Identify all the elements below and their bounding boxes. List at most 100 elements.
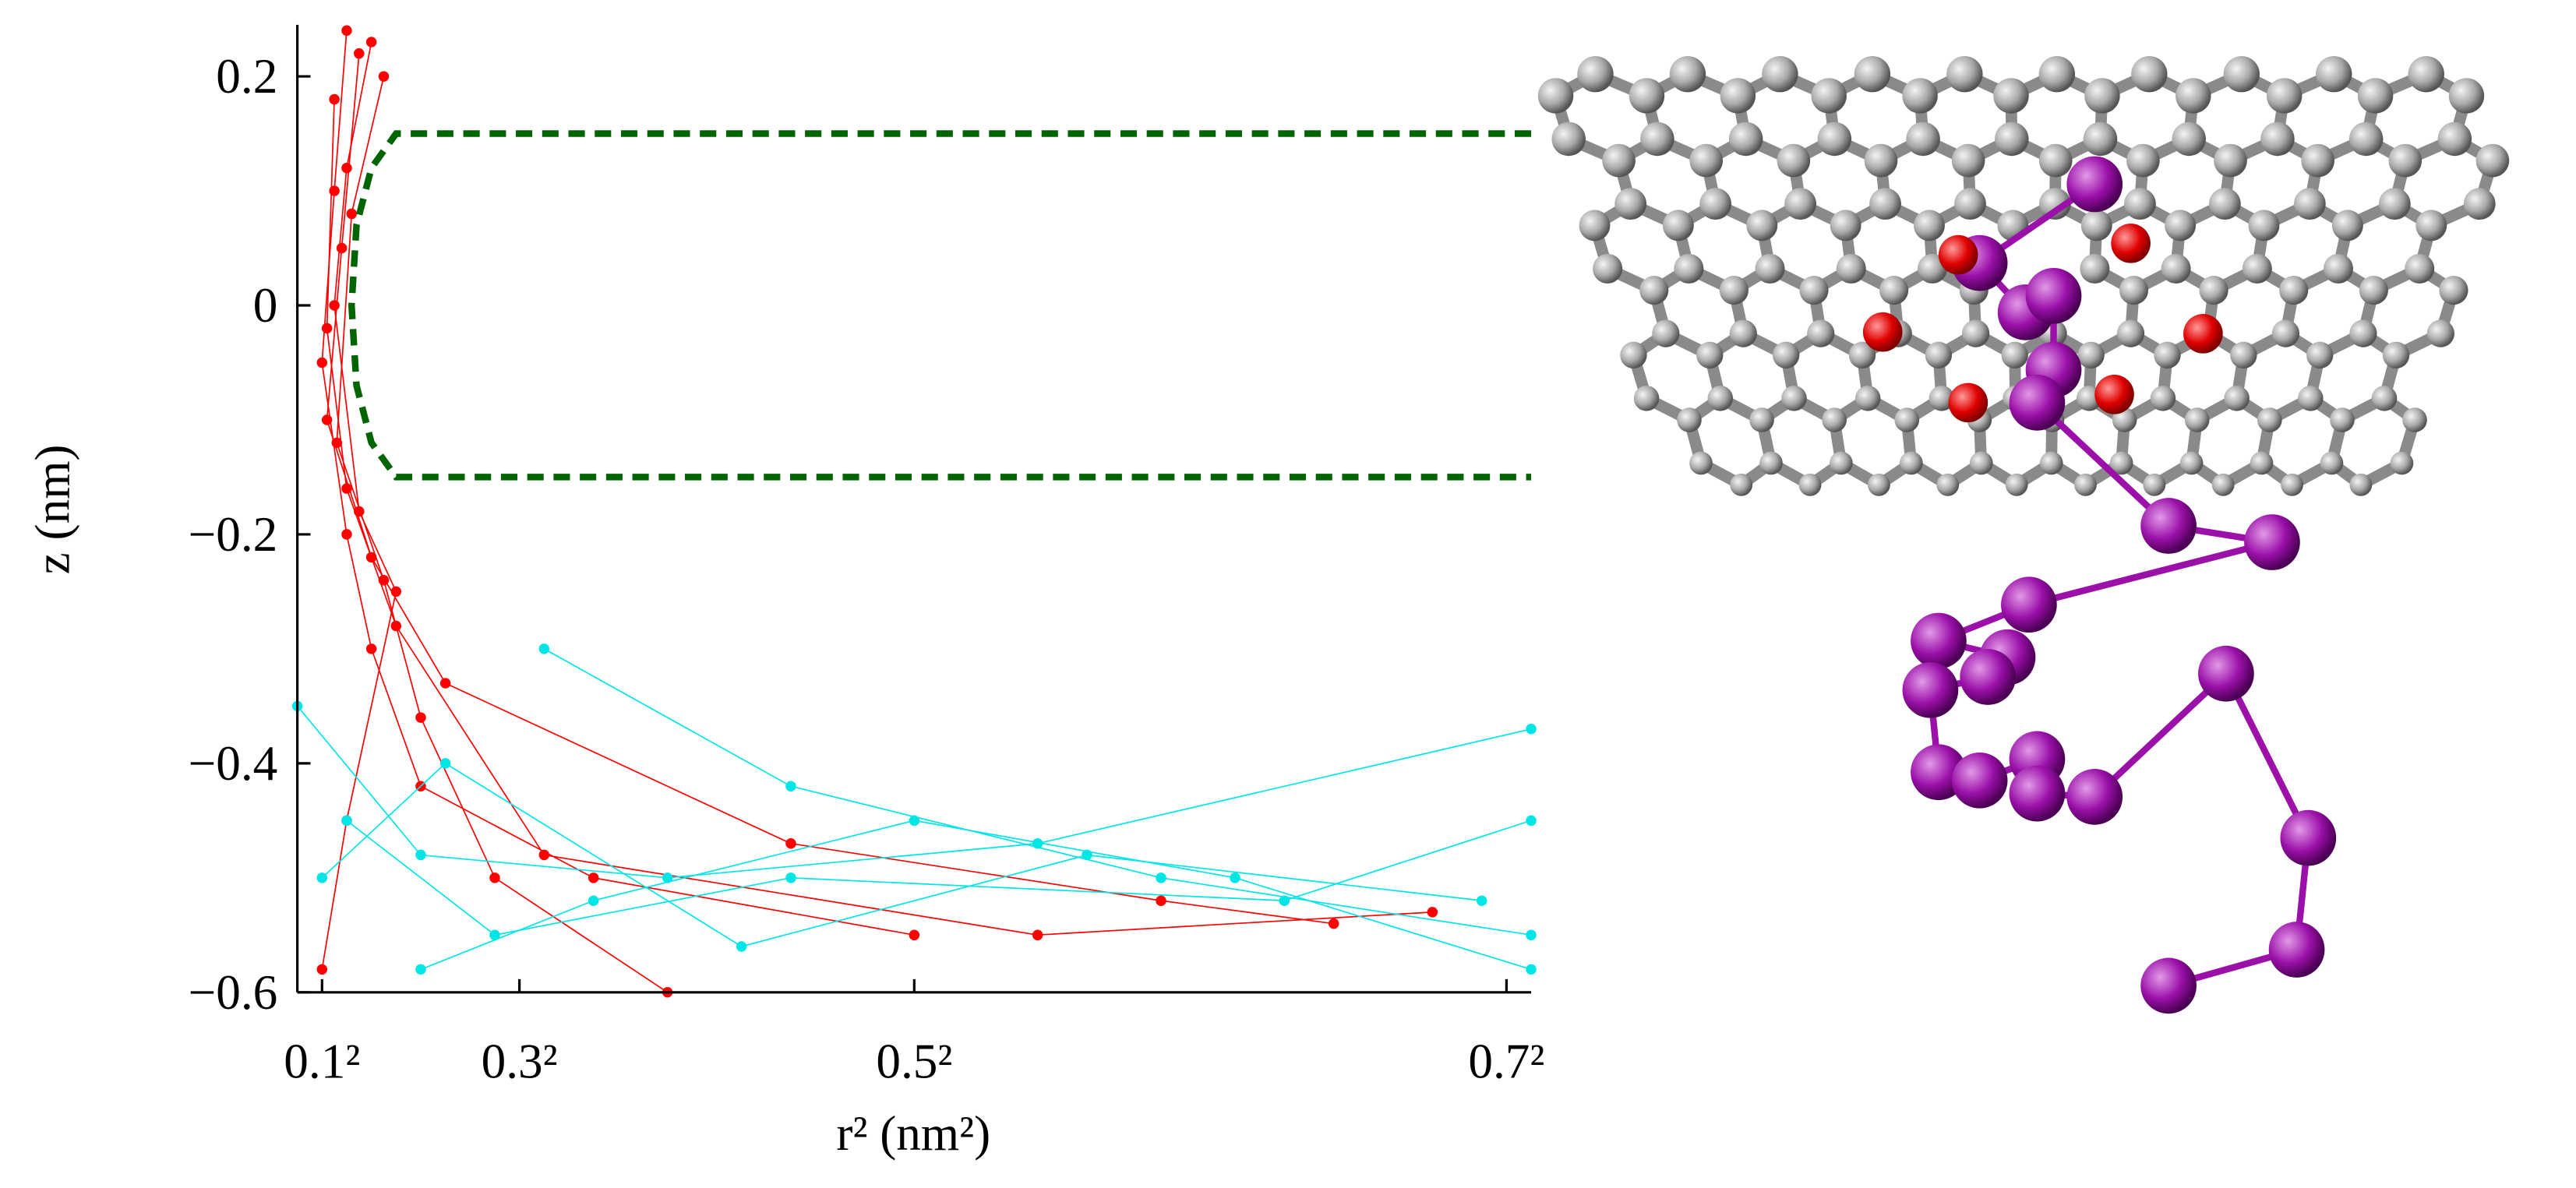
trajectory-point (341, 483, 352, 494)
carbon-atom (2083, 122, 2118, 157)
trajectory-point (1230, 872, 1240, 883)
carbon-atom (1689, 143, 1724, 178)
x-axis-label: r² (nm²) (836, 1106, 990, 1161)
carbon-atom (1579, 210, 1611, 241)
x-tick-label: 0.1² (284, 1034, 360, 1088)
carbon-atom (2224, 386, 2250, 411)
carbon-atom (2316, 55, 2352, 93)
carbon-atom (1822, 407, 1847, 432)
oxygen-atom (2183, 314, 2223, 354)
polymer-bead (2066, 769, 2123, 825)
trajectory-point (336, 242, 348, 254)
carbon-atom (1994, 122, 2029, 157)
trajectory-point (1082, 849, 1092, 861)
carbon-atom (1729, 319, 1757, 347)
trajectory-point (341, 162, 352, 174)
trajectory-point (378, 71, 390, 82)
carbon-atom (2179, 451, 2204, 475)
carbon-atom (1902, 78, 1938, 114)
carbon-atom (1639, 276, 1669, 305)
x-tick-label: 0.7² (1468, 1034, 1544, 1088)
y-tick-label: 0 (253, 278, 278, 333)
carbon-atom (1652, 319, 1680, 347)
trajectory-point (1156, 895, 1166, 906)
carbon-atom (1798, 473, 1822, 496)
carbon-atom (2378, 188, 2411, 220)
carbon-atom (2405, 253, 2435, 284)
carbon-atom (2271, 319, 2300, 347)
trajectory-point (365, 643, 377, 654)
x-tick-label: 0.5² (876, 1034, 952, 1088)
carbon-atom (2260, 122, 2295, 157)
trajectory-point (785, 837, 796, 849)
carbon-atom (2348, 122, 2384, 157)
carbon-atom (1551, 122, 1586, 157)
carbon-atom (1854, 55, 1891, 93)
carbon-atom (2172, 122, 2207, 157)
carbon-atom (1707, 386, 1734, 411)
carbon-atom (2005, 473, 2028, 496)
carbon-atom (1674, 253, 1704, 284)
trajectory-point (1526, 815, 1537, 827)
carbon-atom (2298, 386, 2324, 411)
carbon-atom (1746, 210, 1778, 241)
trajectory-point (346, 208, 358, 220)
trajectory-point (329, 300, 340, 311)
carbon-atom (2382, 341, 2410, 369)
carbon-atom (2124, 188, 2156, 220)
boundary-line (348, 130, 1532, 481)
carbon-atom (2080, 253, 2110, 284)
carbon-atom (2388, 143, 2422, 178)
carbon-atom (1928, 386, 1955, 411)
carbon-atom (2266, 78, 2303, 114)
trajectory-point (489, 872, 500, 883)
polymer-bead (2244, 514, 2300, 570)
oxygen-atom (2111, 224, 2151, 263)
carbon-atom (2214, 143, 2247, 178)
polymer-bead (1951, 752, 2008, 809)
carbon-atom (2390, 451, 2414, 475)
y-tick-label: −0.4 (189, 736, 278, 791)
trajectory-line (326, 53, 1334, 925)
carbon-atom (1811, 78, 1847, 114)
carbon-atom (1807, 319, 1835, 347)
carbon-atom (1899, 451, 1923, 475)
carbon-atom (2402, 407, 2427, 432)
carbon-atom (2038, 143, 2073, 178)
trajectory-line (543, 648, 1532, 936)
carbon-atom (2223, 55, 2260, 93)
trajectory-point (1328, 918, 1339, 929)
trajectory-point (415, 712, 426, 723)
carbon-atom (1868, 473, 1890, 496)
trajectory-point (736, 941, 747, 952)
trajectory-point (1427, 907, 1438, 918)
polymer-bead (2140, 498, 2197, 554)
trajectory-point (316, 964, 328, 975)
trajectory-point (785, 872, 796, 883)
trajectory-line (326, 99, 1433, 936)
carbon-atom (2279, 276, 2309, 305)
carbon-atom (2426, 319, 2454, 347)
carbon-atom (1969, 451, 1993, 475)
polymer-bead (2025, 267, 2082, 324)
carbon-atom (2039, 188, 2071, 220)
y-tick-label: 0.2 (216, 49, 277, 104)
trajectory-point (662, 872, 673, 883)
carbon-atom (2415, 210, 2447, 241)
trajectory-point (588, 872, 599, 883)
trajectory-point (588, 895, 599, 906)
trajectory-line (321, 30, 915, 936)
trajectory-point (321, 323, 333, 334)
carbon-atom (2349, 319, 2377, 347)
trajectory-point (316, 357, 328, 368)
carbon-atom (2301, 143, 2334, 178)
carbon-atom (1662, 210, 1694, 241)
polymer-bead (2066, 156, 2123, 213)
carbon-atom (1777, 143, 1811, 178)
carbon-atom (1669, 55, 1706, 93)
carbon-atom (1781, 386, 1807, 411)
carbon-atom (1749, 407, 1774, 432)
trajectory-point (1032, 929, 1043, 941)
